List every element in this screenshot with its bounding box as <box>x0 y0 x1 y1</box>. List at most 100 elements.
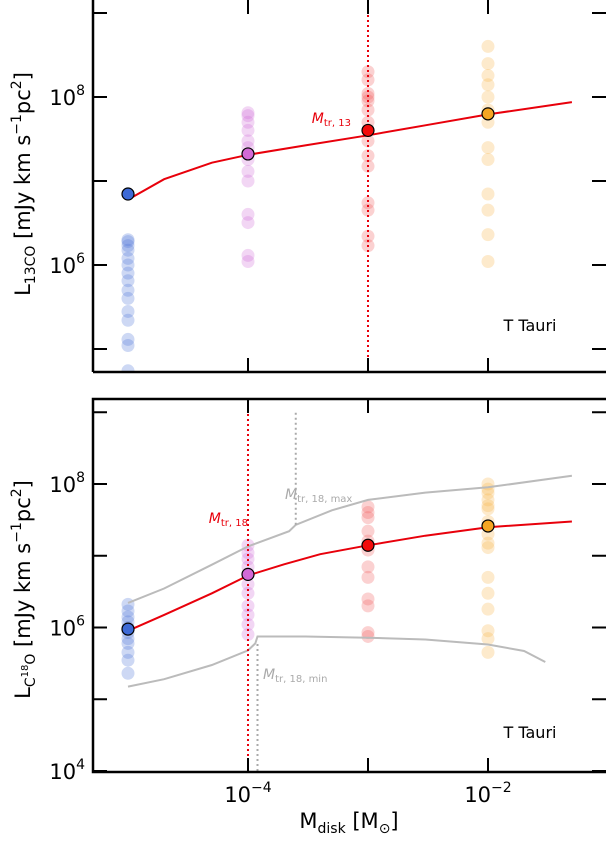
mean-point <box>241 147 255 161</box>
annotation-t-tauri: T Tauri <box>503 316 557 335</box>
scatter-point <box>481 90 495 104</box>
mean-point <box>361 538 375 552</box>
mean-point <box>481 519 495 533</box>
scatter-point <box>121 313 135 327</box>
scatter-point <box>481 69 495 83</box>
scatter-point <box>121 235 135 249</box>
scatter-point <box>121 645 135 659</box>
bottom-panel-luminosity-c18o: 104 106 108 10−4 10−2 LC18O [mJy km s−1pc2] T … <box>9 397 606 837</box>
scatter-point <box>361 626 375 640</box>
scatter-point <box>121 266 135 280</box>
mean-point <box>121 187 135 201</box>
scatter-point <box>121 291 135 305</box>
grey-vline-label: Mtr, 18, min <box>263 667 327 685</box>
scatter-point <box>121 258 135 272</box>
scatter-point <box>241 134 255 148</box>
scatter-point <box>481 486 495 500</box>
scatter-point <box>241 115 255 129</box>
scatter-point <box>241 123 255 137</box>
scatter-point <box>121 233 135 247</box>
scatter-point <box>241 164 255 178</box>
fit-line <box>127 101 573 201</box>
scatter-point <box>121 239 135 253</box>
scatter-point <box>241 546 255 560</box>
scatter-point <box>121 636 135 650</box>
scatter-point <box>481 39 495 53</box>
fit-line <box>127 520 572 632</box>
scatter-point <box>361 524 375 538</box>
scatter-point <box>121 364 135 372</box>
scatter-point <box>481 493 495 507</box>
mean-point <box>481 107 495 121</box>
scatter-point <box>121 332 135 346</box>
scatter-point <box>121 604 135 618</box>
y-axis-label: L13CO [mJy km s−1pc2] <box>9 72 39 296</box>
annotation-t-tauri: T Tauri <box>503 723 557 742</box>
scatter-point <box>361 500 375 514</box>
scatter-point <box>481 632 495 646</box>
scatter-point <box>361 511 375 525</box>
axis-frame <box>91 397 606 774</box>
vline-label: Mtr, 18 <box>209 511 248 529</box>
scatter-point <box>121 610 135 624</box>
scatter-point <box>361 87 375 101</box>
scatter-point <box>241 109 255 123</box>
y-tick-label: 108 <box>49 83 85 110</box>
y-tick-label: 104 <box>49 757 85 784</box>
y-axis-label: LC18O [mJy km s−1pc2] <box>9 480 39 699</box>
mean-point <box>241 567 255 581</box>
scatter-point <box>121 251 135 265</box>
scatter-point <box>241 255 255 269</box>
scatter-point <box>481 570 495 584</box>
scatter-point <box>121 283 135 297</box>
scatter-point <box>361 506 375 520</box>
scatter-point <box>481 541 495 555</box>
scatter-point <box>121 666 135 680</box>
scatter-point <box>121 632 135 646</box>
scatter-point <box>481 153 495 167</box>
scatter-point <box>481 602 495 616</box>
top-panel-luminosity-13co: 106 108 L13CO [mJy km s−1pc2] T Tauri Mtr, 1… <box>9 0 606 374</box>
scatter-point <box>121 339 135 353</box>
scatter-point <box>121 243 135 257</box>
scatter-point <box>241 106 255 120</box>
y-tick-label: 108 <box>49 470 85 497</box>
scatter-point <box>361 570 375 584</box>
scatter-point <box>241 207 255 221</box>
grey-limit-line <box>127 474 573 604</box>
plot-area <box>121 399 573 772</box>
mean-point <box>121 622 135 636</box>
scatter-point <box>481 203 495 217</box>
scatter-point <box>361 196 375 210</box>
scatter-point <box>361 629 375 643</box>
vline-label: Mtr, 13 <box>312 111 351 129</box>
scatter-point <box>481 499 495 513</box>
grey-limit-line <box>127 635 546 688</box>
scatter-point <box>121 304 135 318</box>
y-tick-label: 106 <box>49 614 85 641</box>
scatter-point <box>481 255 495 269</box>
scatter-point <box>361 592 375 606</box>
scatter-point <box>481 141 495 155</box>
scatter-point <box>481 586 495 600</box>
grey-vline-label: Mtr, 18, max <box>285 487 352 505</box>
scatter-point <box>361 599 375 613</box>
x-axis-label: Mdisk [M⊙] <box>299 809 398 837</box>
scatter-point <box>481 536 495 550</box>
x-tick-label: 10−2 <box>464 780 511 807</box>
scatter-point <box>361 560 375 574</box>
scatter-point <box>481 187 495 201</box>
scatter-point <box>481 482 495 496</box>
plot-area <box>121 0 573 372</box>
scatter-point <box>241 248 255 262</box>
scatter-point <box>481 57 495 71</box>
scatter-point <box>361 73 375 87</box>
scatter-point <box>481 78 495 92</box>
scatter-point <box>241 586 255 600</box>
scatter-point <box>481 502 495 516</box>
scatter-point <box>241 174 255 188</box>
scatter-point <box>481 645 495 659</box>
x-tick-label: 10−4 <box>224 780 271 807</box>
scatter-point <box>121 274 135 288</box>
